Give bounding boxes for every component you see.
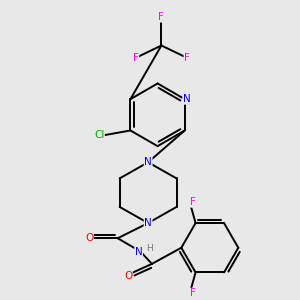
Text: O: O (85, 233, 93, 243)
Text: N: N (144, 157, 152, 167)
Text: N: N (135, 248, 142, 257)
Text: N: N (144, 218, 152, 228)
Text: F: F (190, 197, 196, 207)
Text: F: F (184, 53, 190, 63)
Text: F: F (133, 53, 139, 63)
Text: F: F (190, 288, 196, 298)
Text: F: F (158, 12, 164, 22)
Text: O: O (124, 271, 132, 281)
Text: H: H (146, 244, 152, 253)
Text: Cl: Cl (94, 130, 104, 140)
Text: N: N (183, 94, 190, 104)
